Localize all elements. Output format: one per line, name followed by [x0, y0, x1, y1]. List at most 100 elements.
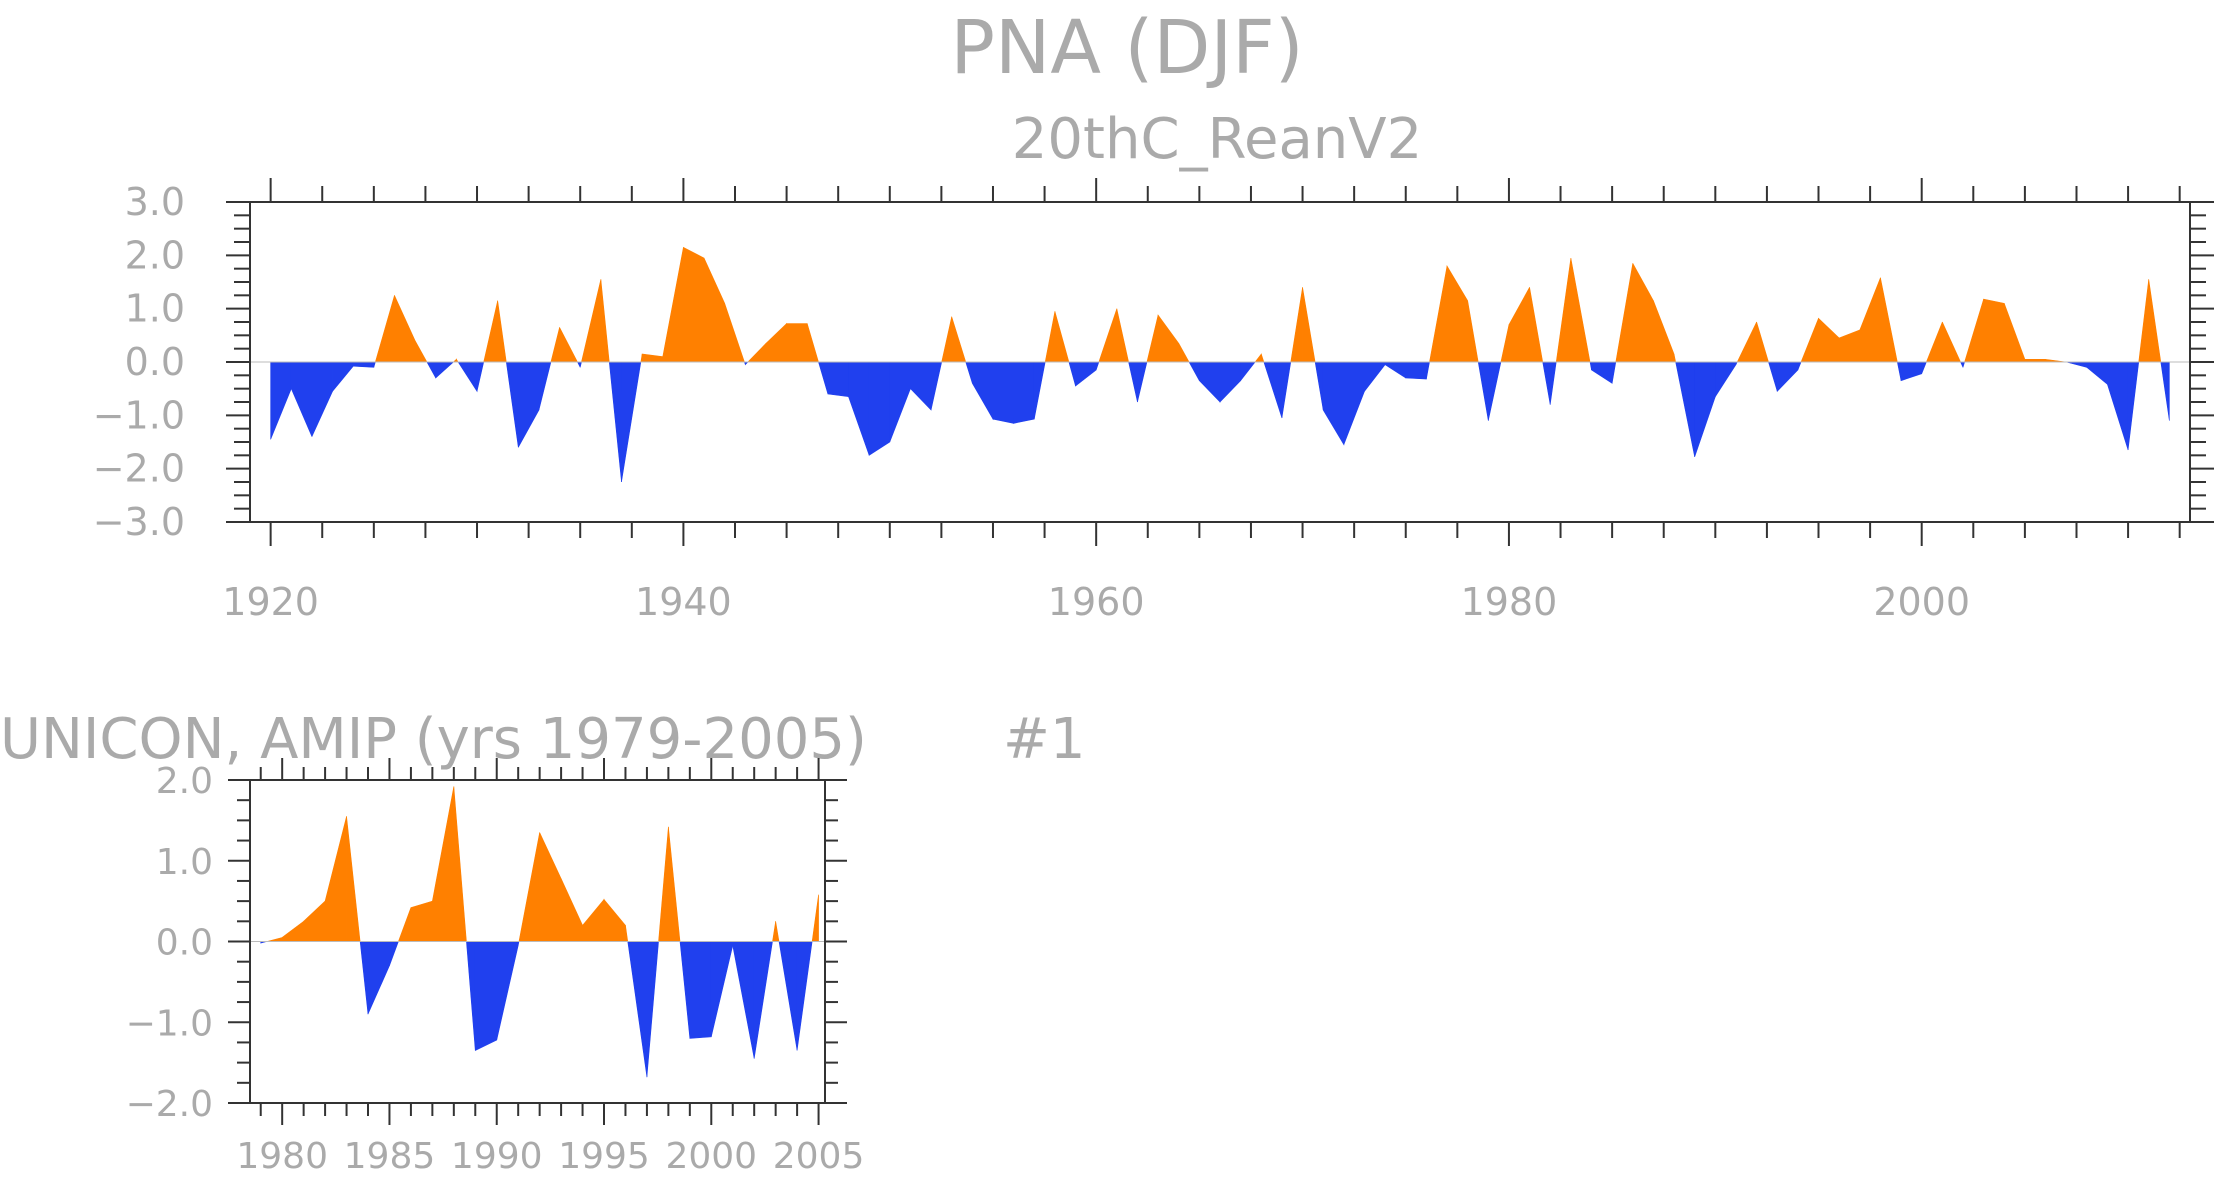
main-title: PNA (DJF) — [950, 5, 1303, 91]
c1-area-positive-1997-0 — [1859, 277, 1881, 363]
c1-area-negative-1988-1 — [1675, 361, 1695, 457]
c1-ytick-label: 0.0 — [125, 340, 185, 384]
c2-area-negative-1985-0 — [389, 941, 399, 966]
c1-area-negative-1973-0 — [1364, 361, 1386, 393]
c1-area-positive-1995-0 — [1818, 317, 1840, 363]
c1-area-positive-1994-1 — [1800, 318, 1819, 363]
c1-area-negative-1927-1 — [426, 361, 437, 379]
c2-area-positive-1980-0 — [281, 920, 304, 942]
c1-xtick-label: 1920 — [222, 580, 319, 624]
c1-area-positive-1964-0 — [1178, 343, 1190, 363]
c1-area-positive-2010-1 — [2138, 279, 2150, 363]
c1-area-negative-1946-1 — [818, 361, 829, 395]
c2-area-positive-1997-1 — [658, 826, 669, 942]
c1-area-negative-1954-0 — [972, 361, 994, 421]
c1-area-positive-1981-0 — [1529, 287, 1544, 363]
c1-area-positive-2002-1 — [1964, 298, 1984, 363]
chart2-unicon-amip: 2.0 1.0 0.0 −1.0 −2.0 1980 1985 1990 1995 2000 200… — [126, 758, 865, 1177]
c1-area-positive-1930-1 — [483, 300, 498, 363]
c2-area-negative-1996-1 — [627, 941, 648, 1078]
c1-area-negative-1993-0 — [1776, 361, 1799, 393]
c1-area-negative-1967-0 — [1240, 361, 1256, 382]
c2-area-positive-1994-0 — [582, 898, 605, 942]
c1-area-positive-1970-0 — [1302, 287, 1316, 363]
c1-area-negative-1971-0 — [1322, 361, 1345, 446]
c2-xtick-label: 2005 — [773, 1136, 865, 1177]
c1-ytick-label: 3.0 — [125, 180, 185, 224]
c1-area-positive-1942-0 — [724, 303, 745, 363]
c1-ytick-label: 1.0 — [125, 287, 185, 331]
c1-ytick-label: −2.0 — [93, 447, 185, 491]
c2-area-negative-2000-0 — [710, 941, 734, 1037]
c2-area-negative-1988-1 — [466, 941, 476, 1051]
c1-area-negative-1985-0 — [1611, 361, 1617, 384]
c1-area-negative-1953-1 — [965, 361, 973, 384]
c1-area-positive-1961-0 — [1116, 308, 1129, 363]
c1-area-negative-1947-0 — [827, 361, 849, 398]
c1-area-negative-1968-1 — [1263, 361, 1283, 419]
c1-area-negative-1948-0 — [848, 361, 870, 456]
c1-area-positive-1957-1 — [1044, 311, 1056, 363]
c2-area-positive-1983-0 — [346, 816, 361, 942]
c1-area-negative-1933-0 — [538, 361, 552, 411]
c1-area-positive-1935-1 — [581, 279, 602, 363]
c1-area-positive-1938-0 — [641, 353, 664, 363]
c1-area-negative-1937-0 — [621, 361, 642, 483]
c1-area-positive-1991-1 — [1736, 321, 1757, 363]
c1-area-positive-1926-0 — [394, 295, 416, 363]
c1-area-positive-2003-0 — [1983, 298, 2005, 363]
c1-area-positive-1939-0 — [662, 247, 684, 363]
c1-area-positive-1946-0 — [806, 323, 819, 363]
c1-area-negative-1922-0 — [311, 361, 333, 437]
c1-area-positive-1976-1 — [1429, 265, 1448, 363]
c2-area-positive-1988-0 — [453, 786, 467, 942]
c2-area-positive-1982-0 — [324, 816, 347, 942]
c1-area-negative-1962-0 — [1137, 361, 1148, 403]
c1-area-positive-2000-1 — [1925, 321, 1943, 363]
c1-area-positive-1986-0 — [1632, 263, 1654, 363]
c1-area-positive-1977-0 — [1446, 264, 1468, 363]
c1-area-negative-1982-0 — [1549, 361, 1557, 405]
c1-area-negative-1972-0 — [1343, 361, 1365, 445]
c1-area-positive-1927-0 — [414, 340, 428, 363]
c1-area-negative-1969-0 — [1281, 361, 1292, 419]
c2-area-positive-1987-0 — [432, 786, 455, 942]
c1-area-negative-2002-0 — [1962, 361, 1965, 368]
chart1-pna-20thc-reanv2: 3.0 2.0 1.0 0.0 −1.0 −2.0 −3.0 1920 1940 1960 1980… — [93, 178, 2214, 624]
c1-area-negative-1925-0 — [373, 361, 376, 368]
c1-area-positive-1969-1 — [1290, 287, 1303, 363]
c1-area-negative-1935-0 — [579, 361, 582, 368]
c1-area-negative-1960-0 — [1095, 361, 1100, 371]
c1-area-positive-1958-0 — [1054, 311, 1070, 363]
c1-area-negative-1923-0 — [332, 361, 354, 393]
c1-area-positive-1980-0 — [1508, 287, 1530, 363]
c1-area-negative-1965-0 — [1199, 361, 1221, 403]
c1-area-positive-1960-1 — [1098, 308, 1118, 363]
c1-area-positive-1953-0 — [951, 316, 967, 363]
c2-area-positive-1991-1 — [518, 832, 540, 942]
c2-xtick-label: 1990 — [451, 1136, 543, 1177]
c1-area-positive-1992-0 — [1756, 321, 1769, 363]
c1-area-negative-1936-1 — [608, 361, 622, 483]
c1-area-negative-1974-0 — [1384, 361, 1407, 379]
c1-area-negative-1957-0 — [1033, 361, 1046, 420]
c2-xtick-label: 1980 — [236, 1136, 328, 1177]
c2-area-negative-1983-1 — [359, 941, 369, 1015]
c2-area-negative-2003-1 — [778, 941, 798, 1051]
c1-area-positive-1982-1 — [1555, 257, 1572, 363]
c1-area-negative-1952-0 — [930, 361, 943, 411]
c1-area-negative-2010-0 — [2127, 361, 2140, 451]
c1-area-positive-1941-0 — [703, 257, 725, 363]
c2-area-negative-1997-0 — [646, 941, 659, 1078]
c1-area-negative-2007-0 — [2066, 361, 2088, 368]
c1-area-positive-1988-0 — [1673, 353, 1677, 363]
c2-xtick-label: 1995 — [558, 1136, 650, 1177]
c1-xtick-label: 1980 — [1461, 580, 1558, 624]
c2-area-positive-1996-0 — [625, 925, 629, 942]
c2-area-positive-1995-0 — [603, 898, 626, 942]
c1-area-negative-1951-0 — [910, 361, 932, 411]
c2-area-positive-1986-0 — [410, 900, 433, 942]
c1-area-negative-1928-0 — [435, 361, 455, 379]
c1-area-positive-1925-1 — [374, 295, 395, 363]
